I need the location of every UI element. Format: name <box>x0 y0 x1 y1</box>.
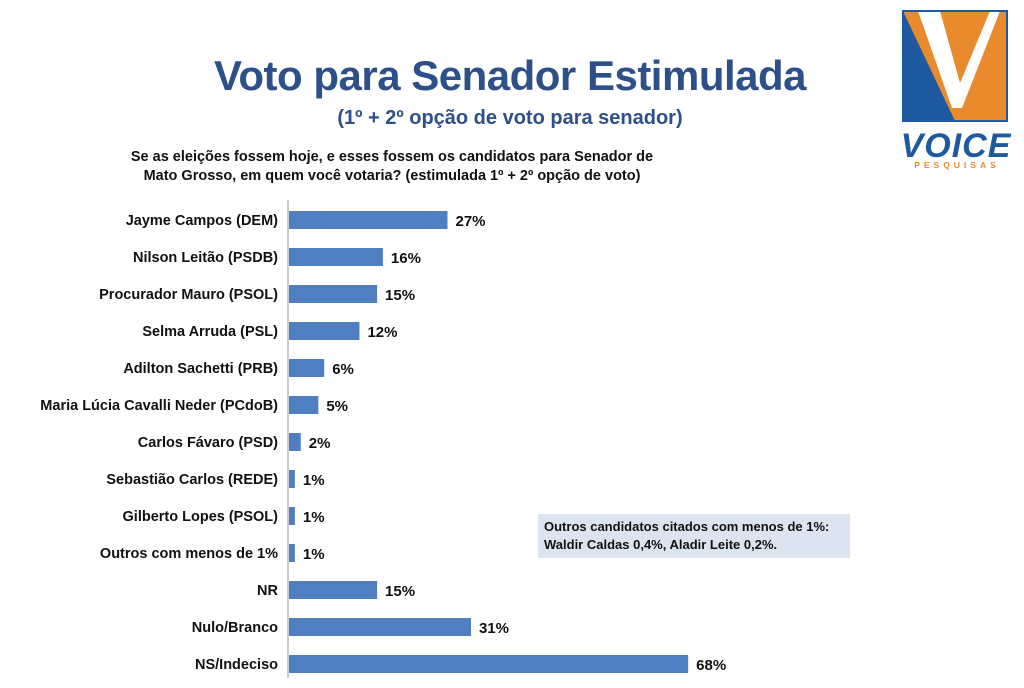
category-label: NS/Indeciso <box>195 657 278 673</box>
category-label: Nulo/Branco <box>192 620 278 636</box>
value-label: 5% <box>326 398 348 415</box>
survey-question: Se as eleições fossem hoje, e esses foss… <box>130 149 654 184</box>
value-label: 1% <box>303 472 325 489</box>
category-label: Gilberto Lopes (PSOL) <box>123 509 279 525</box>
page-subtitle: (1º + 2º opção de voto para senador) <box>337 107 683 129</box>
bar <box>289 507 295 525</box>
bar <box>289 470 295 488</box>
category-label: Outros com menos de 1% <box>100 546 278 562</box>
value-label: 15% <box>385 287 415 304</box>
value-label: 31% <box>479 620 509 637</box>
bar <box>289 655 689 673</box>
bar <box>289 581 378 599</box>
bar <box>289 359 325 377</box>
category-label: Sebastião Carlos (REDE) <box>106 472 278 488</box>
bar <box>289 618 471 636</box>
bar <box>289 248 383 266</box>
category-label: NR <box>257 583 278 599</box>
bar <box>289 211 448 229</box>
value-label: 27% <box>455 213 485 230</box>
category-label: Nilson Leitão (PSDB) <box>133 250 278 266</box>
logo-name: VOICE <box>900 127 1012 165</box>
bar <box>289 285 378 303</box>
value-label: 1% <box>303 546 325 563</box>
note-box: Outros candidatos citados com menos de 1… <box>538 514 850 558</box>
bar-chart: Jayme Campos (DEM) 27% Nilson Leitão (PSDB… <box>40 200 726 678</box>
value-label: 15% <box>385 583 415 600</box>
bar <box>289 322 360 340</box>
bar <box>289 396 319 414</box>
bar <box>289 433 301 451</box>
category-label: Selma Arruda (PSL) <box>142 324 278 340</box>
category-label: Adilton Sachetti (PRB) <box>123 361 278 377</box>
value-label: 1% <box>303 509 325 526</box>
value-label: 12% <box>367 324 397 341</box>
voice-logo <box>902 10 1008 122</box>
value-label: 16% <box>391 250 421 267</box>
category-label: Carlos Fávaro (PSD) <box>138 435 278 451</box>
page-title: Voto para Senador Estimulada <box>213 52 807 99</box>
category-label: Maria Lúcia Cavalli Neder (PCdoB) <box>40 398 278 414</box>
category-label: Procurador Mauro (PSOL) <box>99 287 278 303</box>
logo-subtitle: PESQUISAS <box>914 160 1000 170</box>
value-label: 68% <box>696 657 726 674</box>
category-label: Jayme Campos (DEM) <box>126 213 278 229</box>
bar <box>289 544 295 562</box>
value-label: 6% <box>332 361 354 378</box>
value-label: 2% <box>309 435 331 452</box>
